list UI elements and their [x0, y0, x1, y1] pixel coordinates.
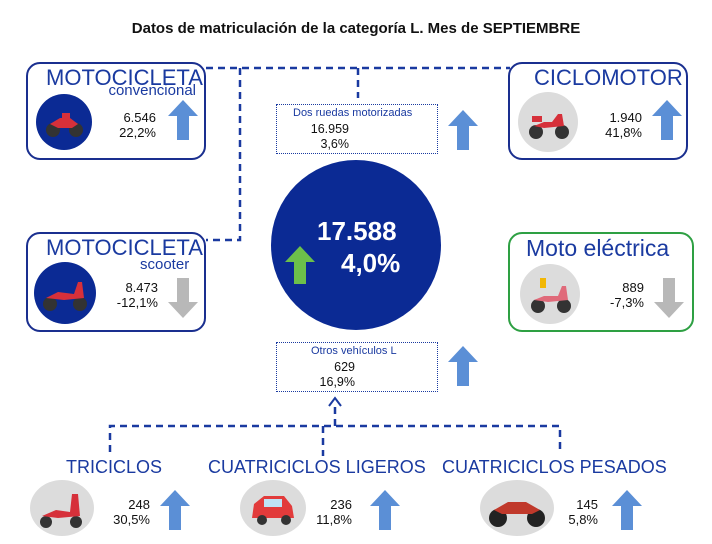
units-value: 6.546 — [123, 110, 156, 125]
units-value: 8.473 — [125, 280, 158, 295]
connector-left — [206, 68, 242, 242]
arrow-up-icon — [652, 100, 682, 140]
change-value: 30,5% — [113, 512, 150, 527]
box-dos-ruedas: Dos ruedas motorizadas 16.959 3,6% — [276, 104, 438, 154]
change-value: 3,6% — [320, 137, 350, 151]
total-circle: 17.588 4,0% — [271, 160, 441, 330]
arrow-up-icon — [612, 490, 642, 530]
units-value: 248 — [128, 497, 150, 512]
moped-icon — [518, 92, 578, 152]
arrow-up-icon — [448, 110, 478, 150]
arrow-up-icon — [160, 490, 190, 530]
units-value: 1.940 — [609, 110, 642, 125]
change-value: 11,8% — [316, 512, 352, 527]
box-label: Dos ruedas motorizadas — [293, 107, 413, 119]
change-value: 22,2% — [119, 125, 156, 140]
electric-moto-icon — [520, 264, 580, 324]
quad-icon — [480, 480, 554, 536]
card-title: MOTOCICLETA — [46, 65, 203, 90]
card-motocicleta-scooter: MOTOCICLETA scooter 8.473 -12,1% — [26, 232, 206, 332]
motorcycle-icon — [36, 94, 92, 150]
scooter-icon — [34, 262, 96, 324]
cuatriciclos-ligeros-title: CUATRICICLOS LIGEROS — [208, 457, 426, 477]
microcar-icon — [240, 480, 306, 536]
arrow-up-icon — [168, 100, 198, 140]
card-title: CICLOMOTOR — [534, 65, 683, 90]
arrow-down-icon — [654, 278, 684, 318]
units-value: 16.959 — [310, 122, 349, 136]
triciclos-title: TRICICLOS — [66, 457, 163, 477]
units-value: 629 — [334, 360, 355, 374]
tricycle-icon — [30, 480, 94, 536]
card-title: MOTOCICLETA — [46, 235, 203, 260]
card-subtitle: scooter — [140, 256, 190, 273]
connector-arrowhead — [328, 396, 342, 407]
box-label: Otros vehículos L — [311, 345, 397, 357]
total-value: 17.588 — [317, 216, 397, 246]
units-value: 889 — [622, 280, 644, 295]
card-moto-electrica: Moto eléctrica 889 -7,3% — [508, 232, 694, 332]
card-ciclomotor: CICLOMOTOR 1.940 41,8% — [508, 62, 688, 160]
card-title: Moto eléctrica — [526, 235, 670, 261]
connector-bottom — [108, 424, 562, 452]
total-change: 4,0% — [341, 248, 401, 278]
card-motocicleta-convencional: MOTOCICLETA convencional 6.546 22,2% — [26, 62, 206, 160]
arrow-down-icon — [168, 278, 198, 318]
change-value: 5,8% — [568, 512, 598, 527]
units-value: 145 — [576, 497, 598, 512]
units-value: 236 — [330, 497, 352, 512]
change-value: 41,8% — [605, 125, 642, 140]
page-title: Datos de matriculación de la categoría L… — [131, 20, 581, 37]
arrow-up-icon — [370, 490, 400, 530]
change-value: 16,9% — [319, 375, 355, 389]
change-value: -12,1% — [116, 295, 158, 310]
box-otros-vehiculos: Otros vehículos L 629 16,9% — [276, 342, 438, 392]
cuatriciclos-pesados-title: CUATRICICLOS PESADOS — [442, 457, 667, 477]
arrow-up-icon — [285, 246, 315, 284]
arrow-up-icon — [448, 346, 478, 386]
card-subtitle: convencional — [108, 82, 196, 99]
change-value: -7,3% — [610, 295, 644, 310]
